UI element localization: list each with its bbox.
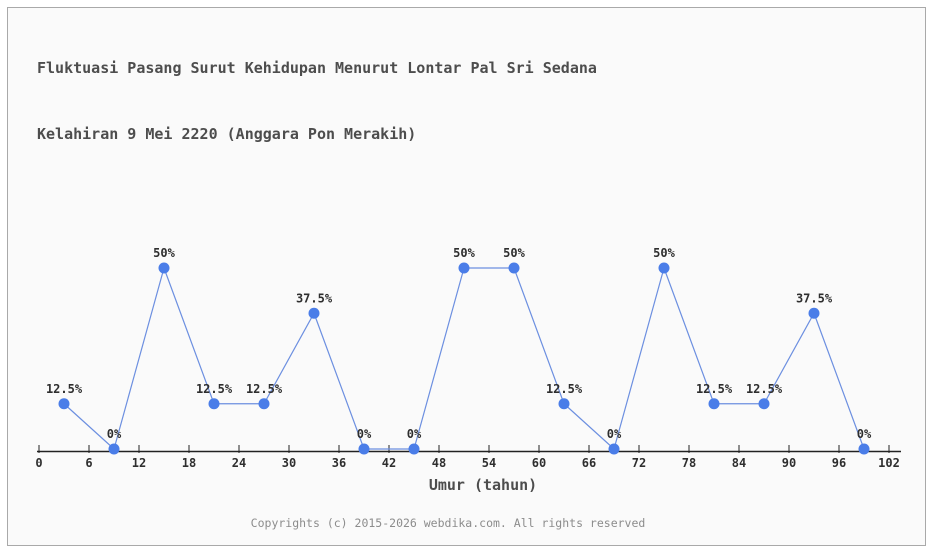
chart-title-line2: Kelahiran 9 Mei 2220 (Anggara Pon Meraki… xyxy=(37,125,417,143)
x-axis-tick-label: 42 xyxy=(382,456,396,470)
data-point-label: 50% xyxy=(503,246,525,260)
data-point xyxy=(158,262,170,274)
data-point xyxy=(608,443,620,455)
data-point xyxy=(458,262,470,274)
data-point-label: 12.5% xyxy=(696,382,733,396)
data-point-label: 37.5% xyxy=(296,291,333,305)
x-axis-tick-label: 72 xyxy=(632,456,646,470)
data-point-label: 50% xyxy=(653,246,675,260)
data-point-label: 0% xyxy=(407,427,422,441)
chart-title-line1: Fluktuasi Pasang Surut Kehidupan Menurut… xyxy=(37,59,597,77)
x-axis-tick-label: 30 xyxy=(282,456,296,470)
data-point xyxy=(858,443,870,455)
x-axis-tick-label: 36 xyxy=(332,456,346,470)
data-point xyxy=(108,443,120,455)
x-axis-tick-label: 78 xyxy=(682,456,696,470)
data-point-label: 12.5% xyxy=(746,382,783,396)
data-point-label: 0% xyxy=(857,427,872,441)
x-axis-tick-label: 60 xyxy=(532,456,546,470)
data-point xyxy=(408,443,420,455)
x-axis-tick-label: 102 xyxy=(878,456,900,470)
x-axis-tick-label: 18 xyxy=(182,456,196,470)
data-point xyxy=(808,307,820,319)
data-point xyxy=(208,398,220,410)
data-point xyxy=(258,398,270,410)
x-axis-title: Umur (tahun) xyxy=(428,476,538,494)
x-axis-tick-label: 96 xyxy=(832,456,846,470)
x-axis-tick-label: 12 xyxy=(132,456,146,470)
data-point-label: 12.5% xyxy=(196,382,233,396)
x-axis-tick-label: 84 xyxy=(732,456,746,470)
data-point-label: 12.5% xyxy=(246,382,283,396)
x-axis-tick-label: 90 xyxy=(782,456,796,470)
data-point-label: 12.5% xyxy=(546,382,583,396)
x-axis-tick-label: 24 xyxy=(232,456,246,470)
data-point xyxy=(558,398,570,410)
data-point-label: 37.5% xyxy=(796,291,833,305)
data-point-label: 50% xyxy=(453,246,475,260)
x-axis-tick-label: 66 xyxy=(582,456,596,470)
x-axis-tick-label: 54 xyxy=(482,456,496,470)
data-point xyxy=(58,398,70,410)
data-point xyxy=(308,307,320,319)
data-point-label: 0% xyxy=(357,427,372,441)
chart-frame: Fluktuasi Pasang Surut Kehidupan Menurut… xyxy=(7,7,926,546)
data-point xyxy=(708,398,720,410)
data-point-label: 0% xyxy=(107,427,122,441)
data-point xyxy=(358,443,370,455)
x-axis-tick-label: 0 xyxy=(35,456,42,470)
data-point xyxy=(658,262,670,274)
x-axis-tick-label: 6 xyxy=(85,456,92,470)
line-chart: 0 6 12 18 24 30 36 42 48 54 60 66 72 78 84 90 96 102 12.5%… xyxy=(35,246,901,470)
data-line xyxy=(63,266,865,451)
data-point-label: 12.5% xyxy=(46,382,83,396)
data-point-label: 0% xyxy=(607,427,622,441)
copyright-text: Copyrights (c) 2015-2026 webdika.com. Al… xyxy=(250,516,646,530)
x-axis-tick-label: 48 xyxy=(432,456,446,470)
data-point xyxy=(508,262,520,274)
data-point xyxy=(758,398,770,410)
data-point-label: 50% xyxy=(153,246,175,260)
chart-title: Fluktuasi Pasang Surut Kehidupan Menurut… xyxy=(37,13,597,189)
